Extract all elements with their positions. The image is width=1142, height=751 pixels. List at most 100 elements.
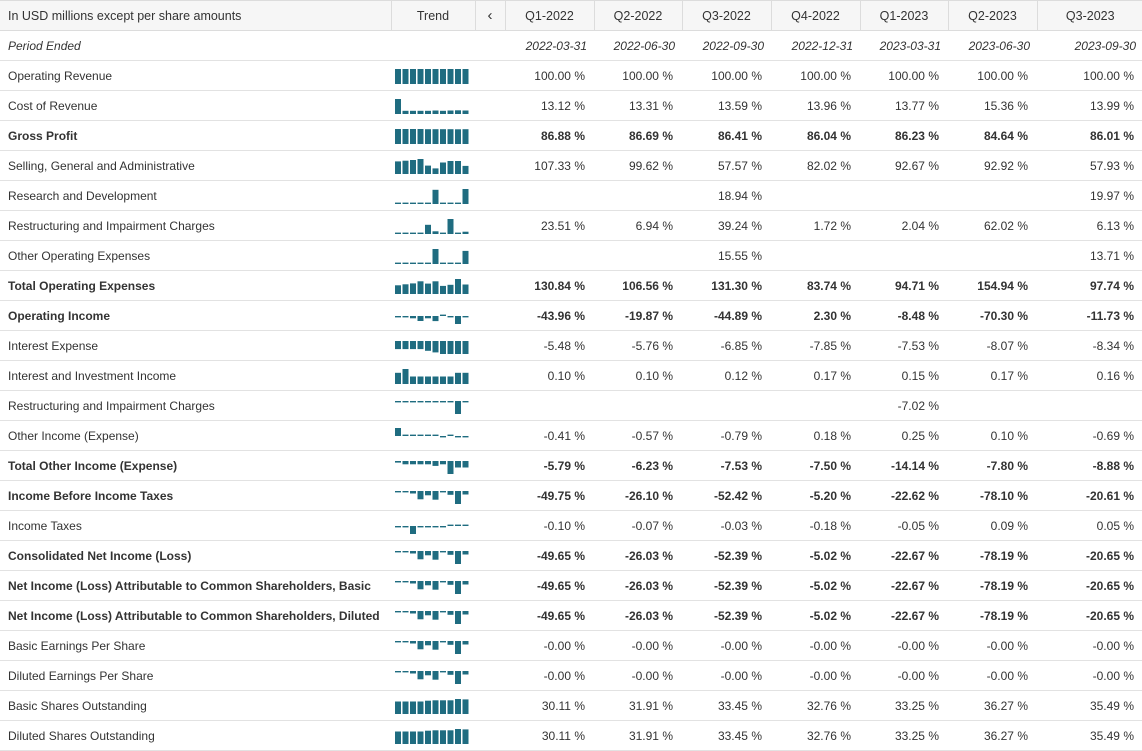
sparkline-bar — [417, 525, 424, 527]
value-cell: 100.00 % — [505, 60, 594, 91]
sparkline-bar — [455, 109, 461, 114]
trend-header: Trend — [390, 0, 475, 31]
value-cell: -0.00 % — [594, 660, 682, 691]
row-label: Research and Development — [0, 180, 391, 211]
sparkline-bar — [425, 670, 431, 675]
sparkline-bar — [455, 202, 461, 204]
trend-sparkline — [391, 450, 475, 481]
value-cell: 0.17 % — [771, 360, 860, 391]
value-cell: -26.03 % — [594, 540, 682, 571]
sparkline-bar — [455, 728, 461, 744]
period-header: Q1-2022 — [504, 0, 594, 31]
sparkline-chart — [395, 68, 469, 84]
value-cell: 94.71 % — [860, 270, 948, 301]
sparkline-bar — [395, 128, 401, 144]
value-cell: -0.07 % — [594, 510, 682, 541]
sparkline-bar — [440, 400, 446, 402]
sparkline-bar — [402, 262, 409, 264]
value-cell: -78.19 % — [948, 600, 1037, 631]
value-cell: -8.48 % — [860, 300, 948, 331]
sparkline-bar — [440, 340, 446, 354]
sparkline-bar — [432, 189, 439, 204]
value-cell: -0.79 % — [682, 420, 771, 451]
prev-period-button[interactable]: ‹ — [474, 0, 505, 31]
value-cell: 13.99 % — [1037, 90, 1142, 121]
value-cell: -49.65 % — [505, 570, 594, 601]
value-cell: 32.76 % — [771, 690, 860, 721]
value-cell: 100.00 % — [948, 60, 1037, 91]
sparkline-bar — [462, 165, 469, 174]
sparkline-bar — [455, 128, 461, 144]
trend-sparkline — [391, 720, 475, 751]
value-cell: -5.79 % — [505, 450, 594, 481]
value-cell: -52.42 % — [682, 480, 771, 511]
sparkline-bar — [417, 340, 424, 349]
sparkline-bar — [402, 640, 409, 642]
sparkline-chart — [395, 368, 469, 384]
table-row: Research and Development 18.94 % 19.97 % — [0, 180, 1142, 211]
row-label: Net Income (Loss) Attributable to Common… — [0, 600, 391, 631]
value-cell: 6.94 % — [594, 210, 682, 241]
value-cell: 92.67 % — [860, 150, 948, 181]
value-cell: 13.59 % — [682, 90, 771, 121]
sparkline-bar — [432, 230, 439, 234]
value-cell: 13.31 % — [594, 90, 682, 121]
trend-sparkline — [391, 240, 475, 271]
trend-sparkline — [391, 630, 475, 661]
sparkline-bar — [425, 340, 431, 351]
sparkline-bar — [447, 640, 454, 645]
value-cell: 131.30 % — [682, 270, 771, 301]
value-cell: 35.49 % — [1037, 690, 1142, 721]
sparkline-bar — [432, 460, 439, 466]
sparkline-bar — [455, 160, 461, 174]
value-cell: 33.45 % — [682, 720, 771, 751]
value-cell: -78.10 % — [948, 480, 1037, 511]
value-cell — [1037, 390, 1142, 421]
sparkline-bar — [432, 525, 439, 527]
value-cell: -52.39 % — [682, 600, 771, 631]
value-cell: 86.88 % — [505, 120, 594, 151]
sparkline-bar — [462, 728, 469, 744]
sparkline-bar — [395, 315, 401, 317]
sparkline-bar — [432, 640, 439, 650]
sparkline-bar — [410, 340, 416, 349]
value-cell: 39.24 % — [682, 210, 771, 241]
value-cell: -20.65 % — [1037, 540, 1142, 571]
value-cell: 86.41 % — [682, 120, 771, 151]
sparkline-bar — [417, 460, 424, 464]
value-cell: 0.12 % — [682, 360, 771, 391]
table-row: Net Income (Loss) Attributable to Common… — [0, 600, 1142, 631]
sparkline-bar — [395, 232, 401, 234]
sparkline-bar — [410, 315, 416, 318]
row-label: Consolidated Net Income (Loss) — [0, 540, 391, 571]
table-row: Other Operating Expenses 15.55 % 13.71 % — [0, 240, 1142, 271]
sparkline-bar — [440, 435, 446, 437]
sparkline-bar — [432, 434, 439, 436]
sparkline-bar — [402, 340, 409, 349]
value-cell: -6.23 % — [594, 450, 682, 481]
sparkline-bar — [425, 376, 431, 384]
sparkline-bar — [410, 525, 416, 534]
value-cell: 106.56 % — [594, 270, 682, 301]
value-cell: 154.94 % — [948, 270, 1037, 301]
trend-sparkline — [391, 480, 475, 511]
value-cell: 0.18 % — [771, 420, 860, 451]
sparkline-bar — [402, 490, 409, 492]
sparkline-bar — [432, 248, 439, 264]
value-cell: -44.89 % — [682, 300, 771, 331]
value-cell: 30.11 % — [505, 690, 594, 721]
sparkline-bar — [462, 250, 469, 264]
sparkline-bar — [440, 729, 446, 744]
sparkline-bar — [402, 525, 409, 527]
sparkline-bar — [432, 729, 439, 744]
sparkline-bar — [447, 315, 454, 317]
sparkline-bar — [440, 232, 446, 234]
table-row: Diluted Earnings Per Share -0.00 % -0.00 %… — [0, 660, 1142, 691]
sparkline-chart — [395, 188, 469, 204]
sparkline-bar — [425, 460, 431, 464]
value-cell: -14.14 % — [860, 450, 948, 481]
row-label: Other Income (Expense) — [0, 420, 391, 451]
value-cell: -8.34 % — [1037, 330, 1142, 361]
value-cell: 84.64 % — [948, 120, 1037, 151]
sparkline-bar — [462, 580, 469, 584]
